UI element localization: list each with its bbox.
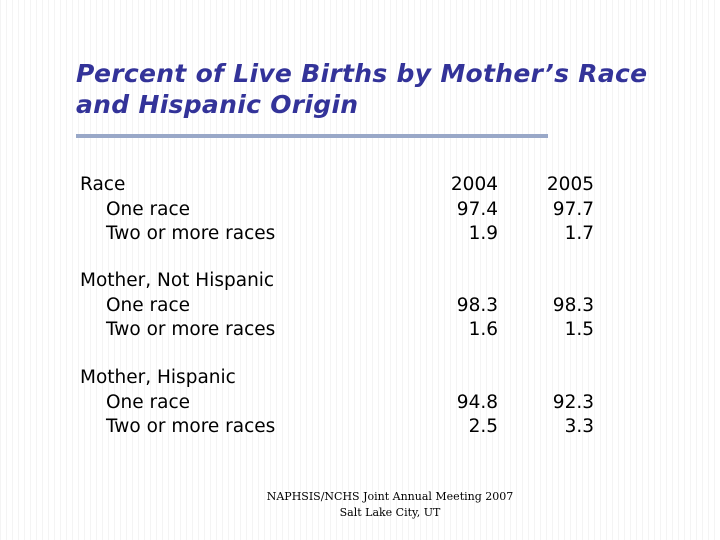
row-label: Two or more races xyxy=(106,319,276,340)
value-2005: 1.7 xyxy=(564,223,594,244)
section-heading-row: Mother, Not Hispanic xyxy=(80,269,640,294)
section-race: Race 2004 2005 One race 97.4 97.7 Two or… xyxy=(80,173,640,247)
slide-title-line-2: and Hispanic Origin xyxy=(76,90,359,119)
table-row: One race 94.8 92.3 xyxy=(80,391,640,416)
value-2004: 2.5 xyxy=(468,416,498,437)
slide-title-line-1: Percent of Live Births by Mother’s Race xyxy=(76,59,648,88)
value-2005: 3.3 xyxy=(564,416,594,437)
section-mother-hispanic: Mother, Hispanic One race 94.8 92.3 Two … xyxy=(80,366,640,440)
value-2005: 97.7 xyxy=(552,198,594,220)
table-row: One race 98.3 98.3 xyxy=(80,294,640,319)
title-underline xyxy=(76,134,548,138)
section-heading-row: Mother, Hispanic xyxy=(80,366,640,391)
value-2004: 97.4 xyxy=(456,198,498,220)
value-2004: 98.3 xyxy=(456,294,498,316)
value-2005: 92.3 xyxy=(552,391,594,413)
section-heading: Race xyxy=(80,174,126,195)
row-label: One race xyxy=(106,391,191,413)
slide-title: Percent of Live Births by Mother’s Race … xyxy=(76,58,716,120)
table-row: Two or more races 2.5 3.3 xyxy=(80,415,640,440)
column-header-2005: 2005 xyxy=(546,174,594,195)
section-heading: Mother, Not Hispanic xyxy=(80,270,275,291)
row-label: One race xyxy=(106,198,191,220)
table-row: Two or more races 1.6 1.5 xyxy=(80,318,640,343)
section-heading: Mother, Hispanic xyxy=(80,367,236,388)
row-label: One race xyxy=(106,294,191,316)
table-row: Two or more races 1.9 1.7 xyxy=(80,222,640,247)
column-header-2004: 2004 xyxy=(450,174,498,195)
footer-line-1: NAPHSIS/NCHS Joint Annual Meeting 2007 xyxy=(266,490,514,503)
row-label: Two or more races xyxy=(106,223,276,244)
value-2005: 1.5 xyxy=(564,319,594,340)
section-mother-not-hispanic: Mother, Not Hispanic One race 98.3 98.3 … xyxy=(80,269,640,343)
footer-line-2: Salt Lake City, UT xyxy=(339,506,441,519)
section-heading-row: Race 2004 2005 xyxy=(80,173,640,198)
value-2004: 94.8 xyxy=(456,391,498,413)
table-row: One race 97.4 97.7 xyxy=(80,198,640,223)
value-2005: 98.3 xyxy=(552,294,594,316)
value-2004: 1.9 xyxy=(468,223,498,244)
footer: NAPHSIS/NCHS Joint Annual Meeting 2007 S… xyxy=(240,489,540,521)
row-label: Two or more races xyxy=(106,416,276,437)
value-2004: 1.6 xyxy=(468,319,498,340)
